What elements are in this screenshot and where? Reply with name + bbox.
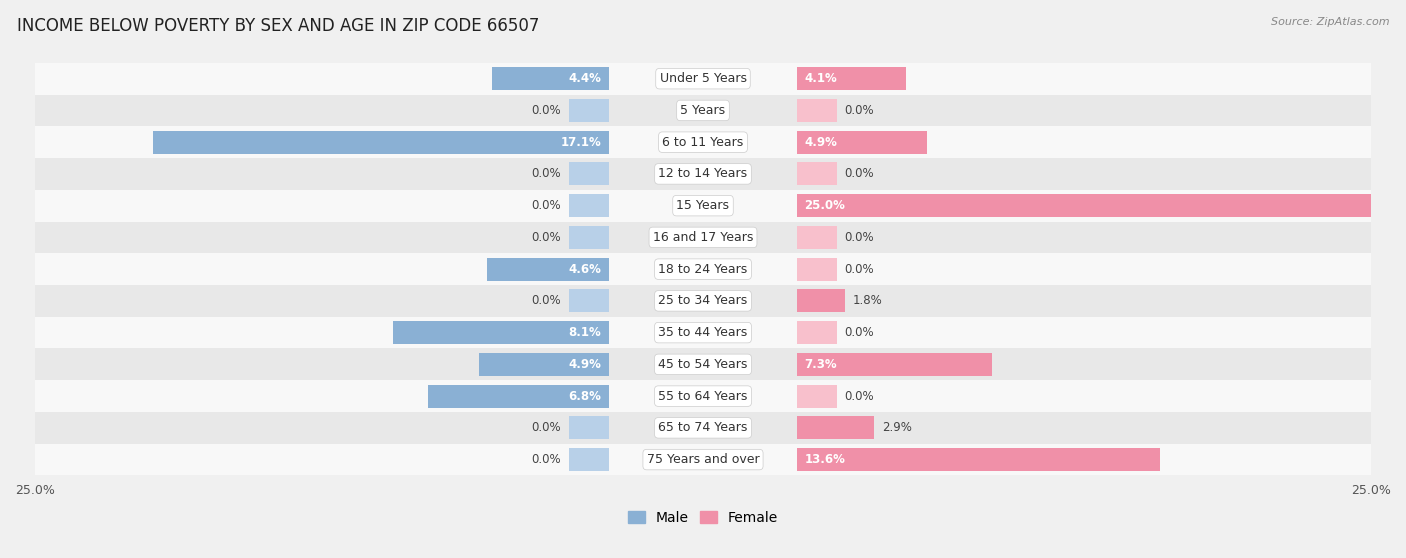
Text: 0.0%: 0.0% bbox=[531, 453, 561, 466]
Bar bbox=[35, 126, 1371, 158]
Text: 13.6%: 13.6% bbox=[804, 453, 845, 466]
Bar bbox=[569, 194, 609, 217]
Text: 2.9%: 2.9% bbox=[882, 421, 912, 434]
Bar bbox=[797, 258, 837, 281]
Bar bbox=[492, 68, 609, 90]
Text: 0.0%: 0.0% bbox=[845, 167, 875, 180]
Text: 1.8%: 1.8% bbox=[852, 295, 883, 307]
Bar bbox=[35, 349, 1371, 380]
Bar bbox=[797, 162, 837, 185]
Bar bbox=[569, 99, 609, 122]
Text: INCOME BELOW POVERTY BY SEX AND AGE IN ZIP CODE 66507: INCOME BELOW POVERTY BY SEX AND AGE IN Z… bbox=[17, 17, 540, 35]
Text: 65 to 74 Years: 65 to 74 Years bbox=[658, 421, 748, 434]
Bar bbox=[569, 290, 609, 312]
Text: 12 to 14 Years: 12 to 14 Years bbox=[658, 167, 748, 180]
Text: 0.0%: 0.0% bbox=[845, 389, 875, 403]
Bar bbox=[797, 194, 1406, 217]
Bar bbox=[569, 162, 609, 185]
Bar bbox=[35, 253, 1371, 285]
Bar bbox=[35, 222, 1371, 253]
Bar bbox=[569, 416, 609, 439]
Bar bbox=[486, 258, 609, 281]
Bar bbox=[797, 321, 837, 344]
Text: 35 to 44 Years: 35 to 44 Years bbox=[658, 326, 748, 339]
Bar bbox=[35, 317, 1371, 349]
Bar bbox=[797, 416, 875, 439]
Text: 0.0%: 0.0% bbox=[845, 263, 875, 276]
Text: 4.1%: 4.1% bbox=[804, 72, 838, 85]
Bar bbox=[797, 68, 905, 90]
Bar bbox=[797, 448, 1160, 471]
Text: 0.0%: 0.0% bbox=[531, 295, 561, 307]
Text: 6.8%: 6.8% bbox=[568, 389, 602, 403]
Text: 0.0%: 0.0% bbox=[531, 421, 561, 434]
Bar bbox=[797, 384, 837, 407]
Bar bbox=[427, 384, 609, 407]
Text: 0.0%: 0.0% bbox=[845, 104, 875, 117]
Bar bbox=[797, 290, 845, 312]
Bar bbox=[35, 190, 1371, 222]
Bar bbox=[35, 444, 1371, 475]
Text: 25.0%: 25.0% bbox=[804, 199, 845, 212]
Bar bbox=[35, 285, 1371, 317]
Text: 0.0%: 0.0% bbox=[531, 199, 561, 212]
Bar bbox=[35, 63, 1371, 94]
Text: 0.0%: 0.0% bbox=[531, 167, 561, 180]
Text: 0.0%: 0.0% bbox=[531, 231, 561, 244]
Text: 75 Years and over: 75 Years and over bbox=[647, 453, 759, 466]
Text: 17.1%: 17.1% bbox=[561, 136, 602, 148]
Text: Under 5 Years: Under 5 Years bbox=[659, 72, 747, 85]
Bar bbox=[35, 380, 1371, 412]
Text: 8.1%: 8.1% bbox=[568, 326, 602, 339]
Text: 45 to 54 Years: 45 to 54 Years bbox=[658, 358, 748, 371]
Text: 4.9%: 4.9% bbox=[568, 358, 602, 371]
Text: 0.0%: 0.0% bbox=[845, 231, 875, 244]
Text: Source: ZipAtlas.com: Source: ZipAtlas.com bbox=[1271, 17, 1389, 27]
Text: 15 Years: 15 Years bbox=[676, 199, 730, 212]
Bar bbox=[35, 94, 1371, 126]
Bar bbox=[35, 158, 1371, 190]
Text: 6 to 11 Years: 6 to 11 Years bbox=[662, 136, 744, 148]
Text: 18 to 24 Years: 18 to 24 Years bbox=[658, 263, 748, 276]
Bar bbox=[797, 226, 837, 249]
Text: 0.0%: 0.0% bbox=[845, 326, 875, 339]
Bar bbox=[797, 131, 928, 153]
Text: 25 to 34 Years: 25 to 34 Years bbox=[658, 295, 748, 307]
Bar bbox=[35, 412, 1371, 444]
Bar bbox=[797, 99, 837, 122]
Text: 16 and 17 Years: 16 and 17 Years bbox=[652, 231, 754, 244]
Text: 55 to 64 Years: 55 to 64 Years bbox=[658, 389, 748, 403]
Text: 0.0%: 0.0% bbox=[531, 104, 561, 117]
Text: 4.9%: 4.9% bbox=[804, 136, 838, 148]
Bar bbox=[478, 353, 609, 376]
Bar bbox=[152, 131, 609, 153]
Text: 4.6%: 4.6% bbox=[568, 263, 602, 276]
Text: 4.4%: 4.4% bbox=[568, 72, 602, 85]
Legend: Male, Female: Male, Female bbox=[623, 505, 783, 530]
Bar bbox=[569, 448, 609, 471]
Bar bbox=[394, 321, 609, 344]
Bar bbox=[569, 226, 609, 249]
Bar bbox=[797, 353, 991, 376]
Text: 5 Years: 5 Years bbox=[681, 104, 725, 117]
Text: 7.3%: 7.3% bbox=[804, 358, 837, 371]
